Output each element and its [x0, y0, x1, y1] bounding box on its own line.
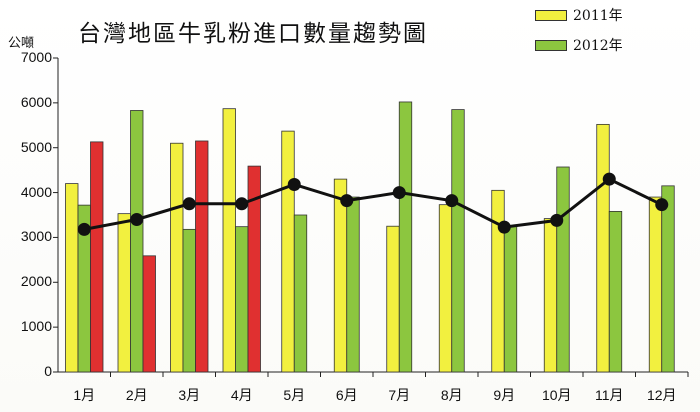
bar-2012	[661, 185, 675, 373]
y-tick-label: 6000	[20, 93, 52, 110]
bar-2012	[182, 228, 196, 373]
x-tick-label: 3月	[178, 387, 201, 403]
bar-2011	[438, 204, 453, 373]
x-tick-label: 4月	[230, 387, 253, 403]
bar-2011	[491, 189, 505, 373]
x-tick-label: 10月	[541, 387, 572, 403]
trend-point	[655, 198, 669, 212]
bar-2012	[608, 211, 623, 373]
y-tick-label: 2000	[20, 273, 52, 290]
bar-2011	[281, 130, 295, 373]
trend-point	[497, 220, 511, 234]
x-tick-label: 7月	[388, 387, 411, 403]
x-tick-label: 6月	[335, 387, 358, 403]
trend-point	[340, 194, 354, 208]
y-tick-label: 3000	[20, 228, 52, 245]
x-tick-label: 11月	[594, 387, 624, 403]
bar-2012	[398, 101, 413, 373]
trend-point	[602, 172, 616, 186]
legend-label-2012: 2012年	[573, 38, 623, 54]
x-tick-label: 9月	[493, 387, 516, 403]
legend-swatch-2012	[535, 39, 567, 51]
legend-label-2011: 2011年	[573, 8, 623, 24]
trend-point	[235, 197, 249, 211]
legend-swatch-2011	[535, 9, 567, 21]
trend-point	[182, 197, 196, 211]
y-axis-unit: 公噸	[8, 36, 35, 51]
x-tick-label: 1月	[73, 387, 96, 403]
bar-2011	[648, 196, 663, 373]
bar-2012	[451, 109, 465, 373]
x-tick-label: 5月	[283, 387, 306, 403]
trend-point	[77, 222, 91, 236]
bar-2011	[170, 142, 184, 373]
y-tick-label: 5000	[20, 138, 52, 155]
bar-2012	[293, 214, 308, 373]
bar-2012	[503, 225, 518, 373]
y-tick-label: 4000	[20, 183, 52, 200]
x-tick-label: 8月	[440, 387, 463, 403]
bar-2011	[117, 213, 131, 373]
bar-2013	[142, 255, 156, 373]
legend-item-2012: 2012年	[535, 36, 623, 54]
y-tick-label: 0	[44, 363, 52, 379]
y-tick-label: 7000	[20, 49, 52, 65]
trend-point	[550, 213, 564, 227]
bar-2011	[543, 218, 558, 373]
bar-2012	[556, 166, 570, 373]
x-tick-label: 12月	[646, 387, 677, 403]
bar-2013	[90, 141, 104, 373]
bar-2011	[333, 178, 348, 373]
y-tick-label: 1000	[20, 318, 52, 335]
chart-title: 台灣地區牛乳粉進口數量趨勢圖	[78, 21, 428, 47]
bar-2012	[346, 196, 360, 373]
bar-2011	[65, 183, 79, 373]
bar-2012	[130, 110, 144, 373]
bar-2013	[195, 140, 209, 373]
trend-line	[83, 177, 663, 231]
trend-point	[130, 212, 144, 226]
trend-point	[392, 186, 406, 200]
trend-point	[445, 194, 459, 208]
x-tick-label: 2月	[125, 387, 148, 403]
bar-2013	[247, 165, 261, 373]
legend-item-2011: 2011年	[535, 6, 623, 24]
bar-2011	[222, 108, 236, 373]
bar-2011	[596, 123, 610, 373]
trend-point	[287, 177, 301, 191]
bar-2011	[386, 225, 400, 373]
bar-2012	[235, 226, 249, 373]
